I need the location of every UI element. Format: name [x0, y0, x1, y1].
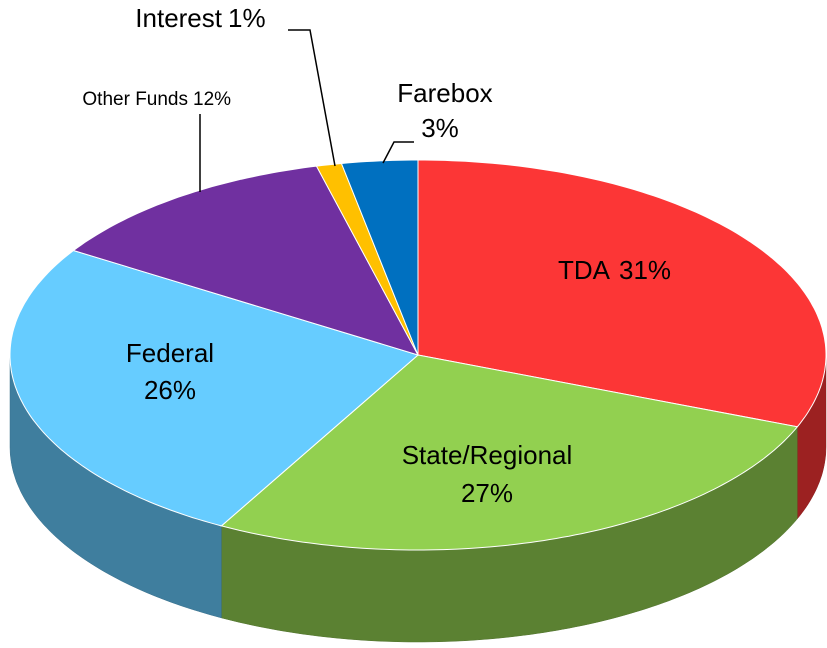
data-label: 27%: [461, 478, 513, 508]
pie-slice: [9, 249, 420, 527]
data-label-name: Interest: [135, 3, 222, 33]
pie-slice: [340, 159, 419, 356]
data-label-name: Other Funds: [82, 89, 188, 110]
data-label: 3%: [421, 113, 459, 143]
data-label-name: TDA: [558, 255, 611, 285]
data-label: 26%: [144, 375, 196, 405]
labels: TDA 31% State/Regional 27% Federal 26% Other F…: [82, 3, 671, 508]
data-label: 31%: [619, 255, 671, 285]
leader-line: [382, 141, 414, 164]
data-label-name: State/Regional: [402, 440, 573, 470]
pie-slice: [417, 159, 827, 428]
data-label: 1%: [228, 3, 266, 33]
pie-slice: [220, 354, 799, 551]
data-label-name: Federal: [126, 338, 214, 368]
data-label: 12%: [193, 89, 231, 110]
pie-slice: [72, 165, 420, 356]
pie-tops: [9, 159, 827, 551]
data-label-name: Farebox: [397, 78, 492, 108]
leader-line: [288, 29, 336, 167]
